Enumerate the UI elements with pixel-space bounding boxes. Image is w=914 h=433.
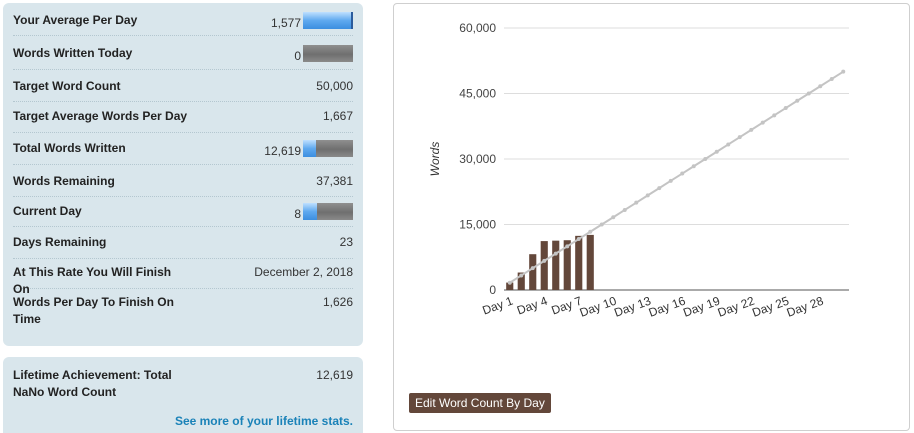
stat-row: Days Remaining 23	[13, 227, 353, 259]
progress-bar	[303, 45, 353, 62]
edit-word-count-button[interactable]: Edit Word Count By Day	[409, 393, 551, 413]
stat-label: At This Rate You Will Finish On	[13, 265, 172, 296]
bar	[575, 235, 583, 290]
target-point	[599, 222, 604, 227]
progress-bar	[303, 203, 353, 220]
target-point	[841, 69, 846, 74]
stat-row: Words Remaining 37,381	[13, 165, 353, 197]
word-count-chart: 0 15,000 30,000 45,000 60,000 Words Day 1 Day 4…	[428, 21, 849, 320]
target-point	[553, 251, 558, 256]
stat-row: Target Average Words Per Day 1,667	[13, 102, 353, 133]
bar	[517, 272, 525, 290]
target-point	[795, 98, 800, 103]
progress-bar	[303, 12, 353, 29]
stat-label: Your Average Per Day	[13, 13, 138, 27]
target-point	[668, 178, 673, 183]
stat-value: 1,667	[322, 109, 353, 123]
target-point	[542, 258, 547, 263]
target-line	[509, 70, 844, 284]
stats-panel: Your Average Per Day 1,577 Words Written T…	[3, 3, 363, 346]
stat-label: Days Remaining	[13, 235, 107, 249]
progress-bar	[303, 140, 353, 157]
stat-value: December 2, 2018	[254, 265, 353, 279]
stat-value: 8	[294, 207, 301, 221]
target-point	[519, 273, 524, 278]
stat-label: Target Average Words Per Day	[13, 109, 188, 123]
target-point	[680, 171, 685, 176]
target-point	[634, 200, 639, 205]
stat-row: At This Rate You Will Finish On December …	[13, 259, 353, 296]
stat-label: Words Remaining	[13, 174, 115, 188]
bar	[540, 241, 548, 290]
progress-bar-fill	[303, 12, 353, 29]
stat-row: Your Average Per Day 1,577	[13, 3, 353, 36]
progress-bar-fill	[303, 140, 316, 157]
target-point	[726, 142, 731, 147]
x-tick-label: Day 4	[515, 294, 550, 318]
x-tick-label: Day 1	[481, 294, 516, 318]
lifetime-label: Lifetime Achievement: Total NaNo Word Co…	[13, 368, 172, 399]
stat-row: Words Written Today 0	[13, 36, 353, 70]
stat-value: 1,577	[270, 16, 301, 30]
target-point	[622, 207, 627, 212]
lifetime-panel: Lifetime Achievement: Total NaNo Word Co…	[3, 357, 363, 433]
target-point	[565, 244, 570, 249]
y-tick-label: 15,000	[459, 218, 496, 232]
stat-row: Target Word Count 50,000	[13, 70, 353, 102]
y-tick-label: 30,000	[459, 152, 496, 166]
chart-panel: 0 15,000 30,000 45,000 60,000 Words Day 1 Day 4…	[393, 3, 910, 431]
target-point	[657, 186, 662, 191]
stat-value: 50,000	[316, 79, 353, 93]
target-point	[703, 157, 708, 161]
target-point	[829, 76, 834, 81]
stat-label: Words Written Today	[13, 46, 133, 60]
bar	[552, 240, 560, 290]
stat-row: Current Day 8	[13, 197, 353, 227]
stat-value: 23	[339, 235, 353, 249]
target-point	[691, 164, 696, 169]
bar	[563, 240, 571, 290]
target-point	[737, 135, 742, 140]
y-tick-label: 60,000	[459, 21, 496, 35]
progress-bar-fill	[303, 203, 317, 220]
x-tick-label: Day 28	[785, 294, 826, 320]
stat-row: Total Words Written 12,619	[13, 133, 353, 165]
target-point	[806, 91, 811, 96]
target-point	[576, 237, 581, 242]
target-point	[645, 193, 650, 198]
y-axis-label: Words	[428, 142, 442, 177]
target-point	[714, 149, 719, 154]
stat-value: 0	[294, 49, 301, 63]
y-tick-label: 45,000	[459, 87, 496, 101]
target-point	[611, 215, 616, 220]
target-point	[772, 113, 777, 118]
lifetime-stats-link[interactable]: See more of your lifetime stats.	[174, 414, 353, 428]
target-point	[760, 120, 765, 125]
stat-value: 37,381	[316, 174, 353, 188]
stat-value: 12,619	[264, 144, 301, 158]
stat-label: Words Per Day To Finish On Time	[13, 295, 174, 326]
target-point	[530, 266, 535, 271]
target-point	[749, 127, 754, 132]
stat-row: Words Per Day To Finish On Time 1,626	[13, 289, 353, 336]
target-point	[507, 280, 512, 285]
bar	[586, 234, 594, 290]
bar	[529, 254, 537, 290]
target-point	[588, 229, 593, 234]
stat-label: Current Day	[13, 204, 82, 218]
lifetime-value: 12,619	[316, 368, 353, 382]
stat-label: Target Word Count	[13, 79, 121, 93]
stat-value: 1,626	[322, 295, 353, 309]
bar	[506, 282, 514, 290]
target-point	[783, 106, 788, 111]
target-point	[818, 84, 823, 89]
stat-label: Total Words Written	[13, 141, 126, 155]
y-tick-label: 0	[489, 283, 496, 297]
